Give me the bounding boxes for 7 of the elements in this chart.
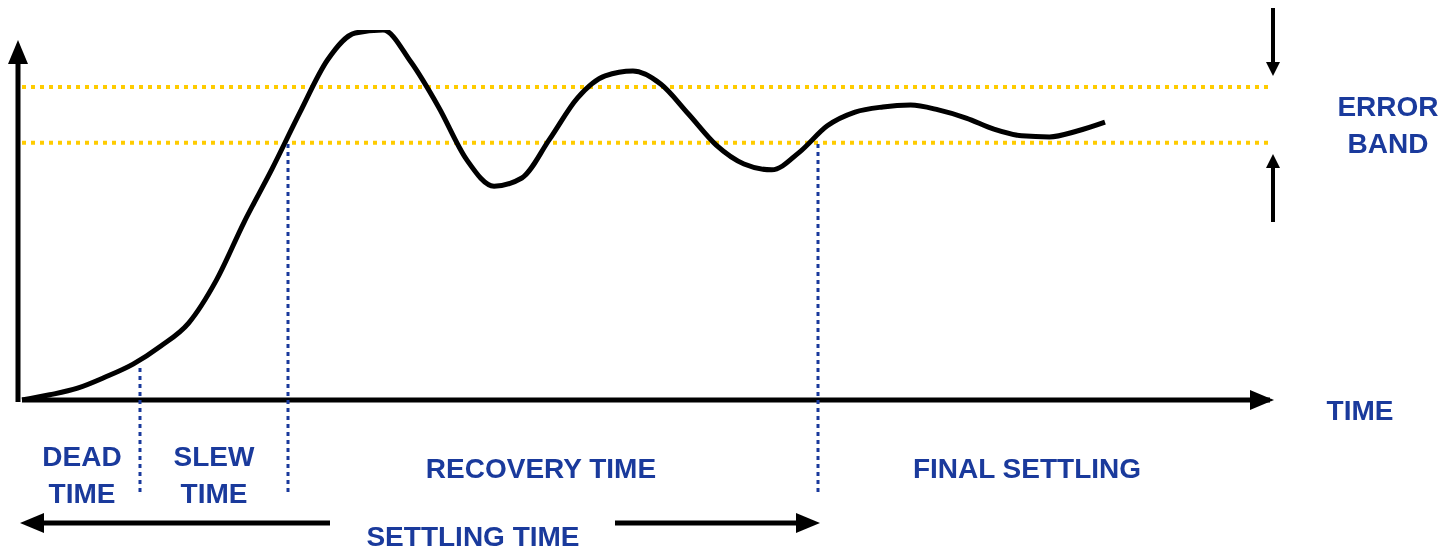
text: FINAL SETTLING	[911, 452, 1143, 486]
text: DEAD TIME	[41, 440, 123, 511]
text: SETTLING TIME	[365, 520, 581, 548]
text: RECOVERY TIME	[424, 452, 658, 486]
text: SLEW TIME	[172, 440, 256, 511]
ref-line-label: ERROR BAND	[1336, 90, 1440, 161]
text: TIME	[1325, 394, 1395, 428]
